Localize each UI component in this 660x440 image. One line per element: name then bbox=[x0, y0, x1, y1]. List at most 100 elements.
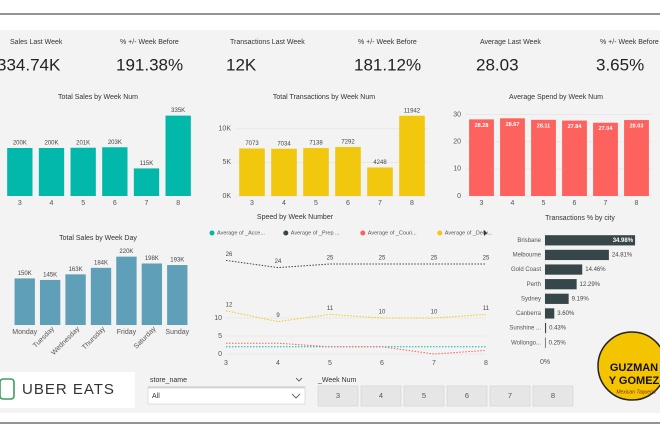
data-label: 7034 bbox=[277, 141, 291, 147]
data-label: 25 bbox=[327, 256, 334, 262]
legend-label: Average of _Couri... bbox=[368, 230, 417, 236]
legend-marker bbox=[437, 230, 443, 236]
y-tick-label: 10 bbox=[214, 315, 222, 322]
x-tick-label: 8 bbox=[176, 200, 180, 207]
x-tick-label: 4 bbox=[276, 360, 280, 367]
dropdown-chevron[interactable] bbox=[291, 393, 301, 399]
legend-marker bbox=[283, 230, 289, 236]
data-label: 203K bbox=[108, 140, 122, 146]
bar bbox=[303, 148, 329, 196]
chart-title: Total Sales by Week Num bbox=[58, 94, 138, 101]
x-tick-label: 8 bbox=[484, 360, 488, 367]
data-label: 335K bbox=[171, 108, 185, 114]
chart-title: Speed by Week Number bbox=[257, 214, 334, 221]
data-label: 10 bbox=[431, 310, 438, 316]
data-label: 24 bbox=[275, 259, 282, 265]
bar bbox=[545, 337, 546, 348]
legend-label: Average of _Deliv... bbox=[445, 230, 493, 236]
uber-icon bbox=[0, 378, 15, 400]
x-tick-label: Friday bbox=[117, 329, 137, 336]
x-tick-label: 5 bbox=[314, 200, 318, 207]
data-label: 184K bbox=[94, 260, 108, 266]
x-tick-label: 7 bbox=[604, 200, 608, 207]
bar bbox=[65, 274, 86, 325]
x-tick-label: 8 bbox=[410, 200, 414, 207]
x-tick-label: 7 bbox=[145, 200, 149, 207]
bar bbox=[116, 256, 137, 325]
data-label: 24.81% bbox=[612, 253, 633, 259]
data-label: 3.60% bbox=[557, 311, 575, 317]
kpi-value: 191.38% bbox=[116, 55, 183, 74]
data-label: 9.19% bbox=[572, 296, 590, 302]
slicer-chevron[interactable] bbox=[295, 377, 303, 382]
data-label: 150K bbox=[18, 271, 32, 277]
x-tick-label: Sunday bbox=[165, 329, 189, 336]
kpi-value: 3.65% bbox=[596, 55, 644, 74]
data-label: 145K bbox=[43, 273, 57, 279]
legend-label: Average of _Prep ... bbox=[291, 230, 340, 236]
kpi-label: Sales Last Week bbox=[10, 39, 63, 46]
bar bbox=[469, 119, 494, 196]
week-button[interactable] bbox=[403, 385, 445, 407]
y-tick-label: Gold Coast bbox=[511, 267, 541, 273]
y-tick-label: 5K bbox=[222, 159, 231, 166]
dropdown[interactable] bbox=[147, 387, 306, 405]
week-button[interactable] bbox=[446, 385, 488, 407]
data-label: 0.25% bbox=[549, 340, 567, 346]
data-label: 193K bbox=[170, 258, 184, 264]
week-button[interactable] bbox=[360, 385, 402, 407]
data-label: 10 bbox=[379, 310, 386, 316]
bar bbox=[545, 293, 569, 304]
x-tick-label: 3 bbox=[480, 200, 484, 207]
y-tick-label: 0 bbox=[457, 193, 461, 200]
kpi-value: 28.03 bbox=[476, 55, 519, 74]
bar bbox=[39, 279, 61, 325]
data-label: 11 bbox=[327, 306, 334, 312]
y-tick-label: Brisbane bbox=[517, 238, 541, 244]
data-label: 7073 bbox=[245, 141, 259, 147]
bar bbox=[562, 120, 587, 196]
week-button[interactable] bbox=[532, 385, 574, 407]
kpi-value: 12K bbox=[226, 55, 257, 74]
week-button-label: 7 bbox=[508, 391, 512, 400]
guzman-badge bbox=[597, 331, 660, 401]
week-button-label: 6 bbox=[465, 391, 469, 400]
y-tick-label: 5 bbox=[218, 333, 222, 340]
data-label: 12.29% bbox=[580, 282, 601, 288]
week-button[interactable] bbox=[489, 385, 531, 407]
x-tick-label: 4 bbox=[282, 200, 286, 207]
x-tick-label: Monday bbox=[12, 329, 37, 336]
data-label: 7138 bbox=[309, 141, 323, 147]
x-tick-label: 6 bbox=[380, 360, 384, 367]
guzman-tagline: Mexican Taqueria bbox=[616, 389, 656, 395]
data-label: 28.11 bbox=[537, 123, 550, 129]
data-label: 220K bbox=[119, 249, 133, 255]
report-canvas bbox=[0, 30, 660, 413]
y-tick-label: Melbourne bbox=[513, 253, 542, 259]
bar bbox=[7, 148, 33, 196]
week-button[interactable] bbox=[317, 385, 359, 407]
kpi-value: 334.74K bbox=[0, 55, 61, 74]
bar bbox=[531, 119, 556, 196]
y-tick-label: 10K bbox=[219, 126, 232, 133]
x-tick-label: 6 bbox=[113, 200, 117, 207]
uber-logo: UBER EATS bbox=[22, 381, 115, 398]
x-tick-label: 6 bbox=[573, 200, 577, 207]
x-tick-label: 8 bbox=[635, 200, 639, 207]
kpi-value: 181.12% bbox=[354, 55, 421, 74]
y-tick-label: 20 bbox=[453, 139, 461, 146]
week-button-label: 8 bbox=[551, 391, 555, 400]
bar bbox=[141, 263, 163, 325]
slicer-title: store_name bbox=[150, 377, 187, 384]
week-button-label: 3 bbox=[336, 391, 340, 400]
week-button-label: 4 bbox=[379, 391, 383, 400]
bar bbox=[367, 167, 393, 196]
bar bbox=[165, 115, 191, 196]
x-tick-label: 3 bbox=[224, 360, 228, 367]
legend-marker bbox=[360, 230, 366, 236]
guzman-logo: Y GOMEZ bbox=[609, 375, 660, 387]
x-tick-label: 7 bbox=[432, 360, 436, 367]
data-label: 12 bbox=[226, 302, 233, 308]
bar bbox=[239, 148, 265, 196]
legend-scroll[interactable] bbox=[484, 230, 487, 236]
